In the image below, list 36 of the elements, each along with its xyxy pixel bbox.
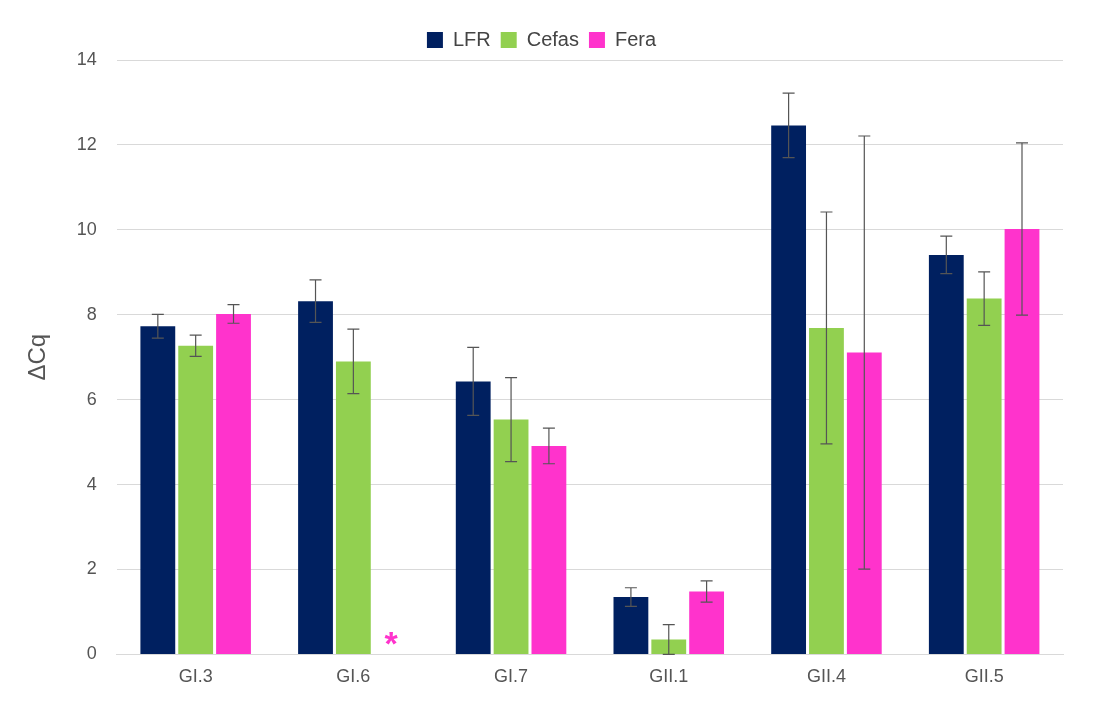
bar: [809, 327, 844, 654]
y-tick-label: 4: [86, 473, 97, 494]
y-tick-label: 2: [86, 558, 97, 579]
x-tick-label: GI.6: [336, 666, 371, 687]
bar: [928, 254, 964, 654]
y-tick-label: 12: [76, 133, 97, 154]
bar: [846, 352, 882, 654]
y-tick-label: 10: [76, 218, 97, 239]
x-tick-label: GII.1: [649, 666, 689, 687]
bar: [216, 313, 251, 654]
bar: [613, 597, 649, 654]
x-tick-label: GII.5: [964, 666, 1004, 687]
x-tick-label: GI.7: [494, 666, 529, 687]
bar: [966, 298, 1002, 654]
bar: [1004, 228, 1040, 654]
x-tick-label: GII.4: [806, 666, 846, 687]
bar: [689, 591, 725, 654]
legend-label: Cefas: [526, 27, 579, 50]
x-tick-label: GI.3: [178, 666, 213, 687]
y-tick-label: 14: [76, 48, 97, 69]
bar: [493, 419, 529, 654]
legend-label: LFR: [452, 27, 491, 50]
y-axis-title: ΔCq: [23, 333, 51, 381]
legend-label: Fera: [614, 27, 657, 50]
bar: [140, 326, 176, 654]
annotation: *: [384, 623, 399, 662]
bar: [298, 301, 333, 654]
bar: [455, 381, 491, 654]
bar: [771, 125, 807, 654]
y-tick-label: 6: [86, 388, 97, 409]
bar: [531, 445, 567, 654]
y-tick-label: 8: [86, 303, 97, 324]
y-tick-label: 0: [86, 643, 97, 664]
bar: [651, 639, 687, 654]
bar: [178, 345, 214, 654]
bar: [335, 361, 371, 654]
